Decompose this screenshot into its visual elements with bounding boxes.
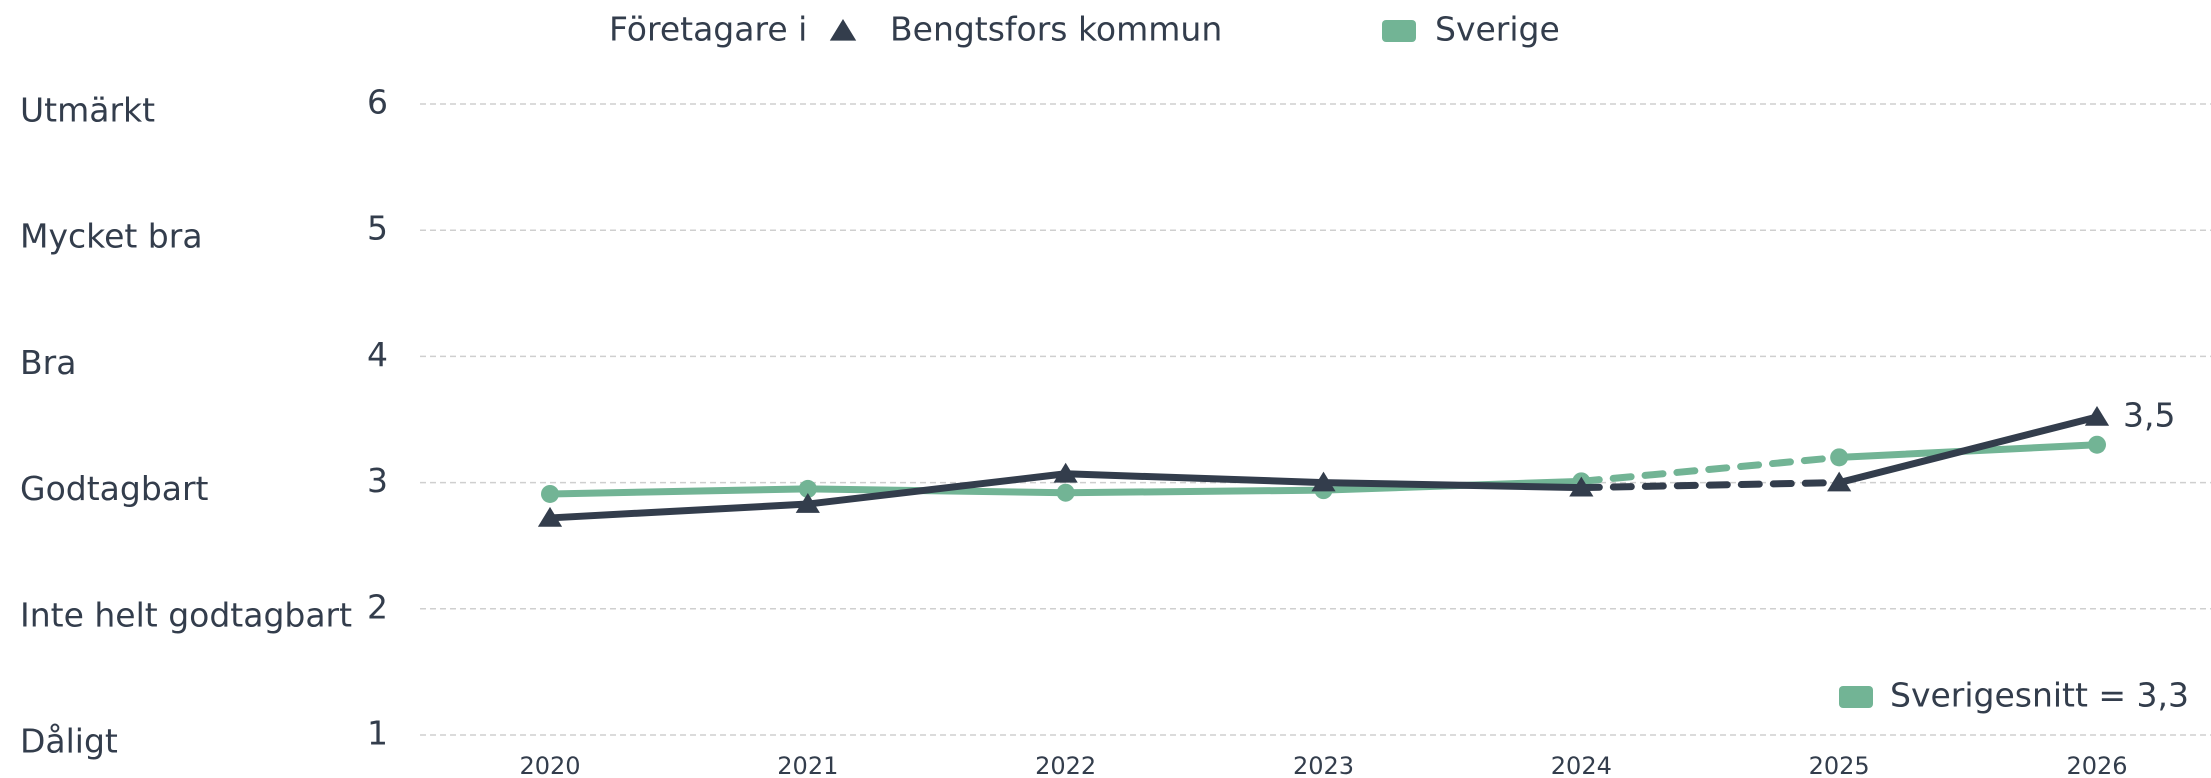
annotation: Sverigesnitt = 3,3: [1890, 676, 2189, 715]
marker: [795, 493, 820, 513]
line-segment: [1835, 413, 2101, 487]
y-tick-name: Bra: [20, 343, 76, 382]
y-tick-label: 6: [367, 83, 388, 122]
y-tick-name: Inte helt godtagbart: [20, 595, 352, 634]
line-segment: [1577, 453, 1843, 485]
marker: [541, 484, 559, 503]
x-tick-label: 2026: [2066, 752, 2127, 778]
y-tick-label: 5: [367, 209, 388, 248]
x-tick-label: 2023: [1293, 752, 1354, 778]
marker: [1830, 448, 1849, 467]
marker: [1053, 462, 1078, 483]
x-tick-label: 2022: [1035, 752, 1096, 778]
legend-title: Företagare i: [609, 10, 807, 49]
y-tick-name: Godtagbart: [20, 469, 209, 508]
line-segment: [1062, 470, 1327, 487]
line-segment: [804, 470, 1070, 508]
legend-marker: [1382, 20, 1416, 42]
line-segment: [1062, 486, 1327, 497]
marker: [2084, 405, 2110, 426]
marker: [1056, 483, 1075, 502]
annotation-marker: [1839, 686, 1873, 708]
x-tick-label: 2021: [777, 752, 838, 778]
y-tick-name: Dåligt: [20, 722, 118, 761]
y-tick-name: Utmärkt: [20, 91, 155, 130]
line-segment: [1320, 479, 1585, 492]
marker: [1827, 471, 1852, 492]
y-tick-label: 2: [367, 587, 388, 626]
line-segment: [546, 500, 812, 522]
marker: [798, 479, 817, 498]
marker: [1569, 476, 1594, 497]
line-segment: [1577, 479, 1843, 492]
x-tick-label: 2020: [519, 752, 580, 778]
x-tick-label: 2024: [1551, 752, 1612, 778]
y-tick-label: 4: [367, 335, 388, 374]
x-tick-label: 2025: [1809, 752, 1870, 778]
marker: [537, 506, 563, 527]
line-segment: [546, 485, 812, 498]
y-tick-name: Mycket bra: [20, 217, 203, 256]
legend-marker: [829, 19, 857, 41]
legend-label: Bengtsfors kommun: [890, 10, 1222, 49]
marker: [1311, 471, 1336, 492]
y-tick-label: 3: [367, 461, 388, 500]
marker: [2088, 435, 2106, 454]
legend-label: Sverige: [1435, 10, 1560, 49]
value-label: 3,5: [2123, 395, 2175, 434]
y-tick-label: 1: [367, 714, 388, 753]
